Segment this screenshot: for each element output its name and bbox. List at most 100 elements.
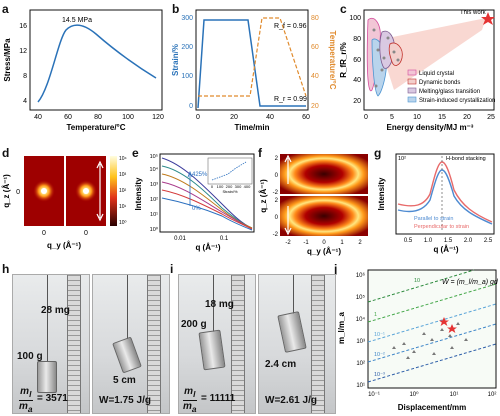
panel-j-line-3 (367, 303, 497, 343)
panel-c-xlabel: Energy density/MJ m⁻³ (387, 123, 474, 132)
svg-text:10⁵: 10⁵ (150, 153, 158, 160)
svg-text:10¹: 10¹ (119, 204, 127, 210)
panel-d-colorbar (110, 156, 117, 226)
panel-i-photo-right: 2.4 cm W=2.61 J/g (258, 274, 336, 414)
svg-text:2: 2 (358, 240, 362, 246)
svg-text:2.5: 2.5 (484, 238, 493, 244)
svg-text:10³: 10³ (119, 172, 127, 178)
panel-f-pattern-1 (280, 154, 368, 194)
svg-text:8: 8 (23, 73, 27, 80)
svg-text:0: 0 (84, 230, 88, 237)
panel-c-arrow-band (378, 18, 486, 90)
panel-g-xlabel: q (Å⁻¹) (433, 245, 458, 254)
panel-j-line-4 (367, 323, 497, 363)
svg-text:1.0: 1.0 (424, 238, 433, 244)
panel-a-frame (29, 9, 163, 111)
panel-j-chart: 10 1 10⁻¹ 10⁻² 10⁻³ W = (m_l/m_a) gd 10⁻… (337, 269, 499, 412)
panel-label-j: j (334, 262, 338, 276)
svg-text:10⁻²: 10⁻² (374, 352, 385, 358)
panel-b-strain-line (197, 19, 306, 109)
svg-text:16: 16 (19, 23, 27, 30)
panel-i-work: W=2.61 J/g (265, 395, 317, 406)
svg-text:100: 100 (349, 15, 361, 22)
panel-f-pattern-2 (280, 196, 368, 236)
panel-b-rf: R_f = 0.96 (274, 23, 307, 30)
panel-c-star (481, 12, 495, 25)
svg-text:0: 0 (275, 173, 279, 179)
svg-text:40: 40 (353, 77, 361, 84)
panel-c-annotation: This work (460, 10, 487, 16)
panel-a-xticks: 40 60 80 100 120 (34, 114, 164, 121)
svg-text:40: 40 (311, 73, 319, 80)
svg-text:20: 20 (463, 114, 471, 121)
panel-label-a: a (2, 2, 9, 16)
svg-text:60: 60 (353, 57, 361, 64)
panel-g-annotation: H-bond stacking (446, 156, 486, 162)
panel-d-ylabel: q_z (Å⁻¹) (2, 174, 11, 208)
panel-a-chart: 14.5 MPa 40 60 80 100 120 4 8 12 16 Temp… (3, 9, 164, 132)
panel-e-chart: 425% 0% 0 100 200 300 400 Strain/% 0.01 … (134, 153, 255, 252)
svg-text:20: 20 (311, 103, 319, 110)
panel-label-c: c (340, 2, 347, 16)
svg-text:60: 60 (64, 114, 72, 121)
svg-text:10²: 10² (119, 188, 127, 194)
panel-g-frame (395, 153, 495, 235)
svg-text:10²: 10² (356, 361, 365, 367)
svg-text:0: 0 (364, 114, 368, 121)
svg-text:2: 2 (275, 198, 279, 204)
svg-text:0: 0 (16, 189, 20, 196)
panel-d-xlabel: q_y (Å⁻¹) (47, 241, 81, 250)
svg-text:Strain/%: Strain/% (222, 189, 238, 194)
svg-text:0: 0 (42, 230, 46, 237)
svg-text:15: 15 (438, 114, 446, 121)
svg-text:0: 0 (196, 114, 200, 121)
svg-text:0: 0 (189, 103, 193, 110)
svg-text:40: 40 (34, 114, 42, 121)
panel-c-ylabel: R_fR_r/% (339, 42, 348, 78)
panel-label-h: h (2, 262, 10, 276)
panel-c-chart: This work Liquid crystal Dynamic bonds M… (339, 9, 495, 132)
svg-text:Perpendicular to strain: Perpendicular to strain (414, 224, 469, 230)
svg-text:1: 1 (340, 240, 344, 246)
svg-text:80: 80 (311, 15, 319, 22)
svg-text:0: 0 (211, 184, 214, 189)
panel-j-xlabel: Displacement/mm (398, 403, 466, 412)
svg-text:-2: -2 (273, 232, 279, 238)
panel-b-frame (195, 9, 309, 111)
panel-b-rr: R_r = 0.99 (274, 96, 307, 103)
panel-b-chart: R_f = 0.96 R_r = 0.99 0 20 40 60 0 100 2… (171, 9, 337, 132)
panel-label-e: e (132, 146, 139, 160)
panel-h-displacement: 5 cm (113, 375, 136, 386)
panel-h-mass-bottom: 100 g (17, 351, 43, 362)
svg-text:10³: 10³ (356, 339, 365, 345)
svg-text:400: 400 (244, 184, 251, 189)
svg-text:0%: 0% (192, 206, 201, 212)
svg-text:10⁴: 10⁴ (119, 156, 127, 162)
panel-e-xlabel: q (Å⁻¹) (195, 243, 220, 252)
panel-e-frame (159, 153, 255, 233)
panel-j-ylabel: m_l/m_a (337, 311, 346, 344)
svg-text:1.5: 1.5 (444, 238, 453, 244)
panel-i-ratio: = 11111 (201, 393, 236, 404)
svg-text:2: 2 (275, 156, 279, 162)
svg-text:20: 20 (353, 98, 361, 105)
svg-text:100: 100 (122, 114, 134, 121)
panel-i-photo-left: 18 mg 200 g ml ma = 11111 (178, 274, 256, 414)
svg-text:10⁻³: 10⁻³ (374, 372, 385, 378)
svg-text:0.1: 0.1 (220, 236, 229, 242)
panel-h-work: W=1.75 J/g (99, 395, 151, 406)
panel-j-star-1 (439, 317, 449, 326)
svg-text:25: 25 (487, 114, 495, 121)
panel-label-i: i (170, 262, 174, 276)
panel-a-ylabel: Stress/MPa (3, 38, 12, 82)
svg-text:2.0: 2.0 (464, 238, 473, 244)
panel-i-displacement: 2.4 cm (265, 359, 297, 370)
svg-text:10¹: 10¹ (450, 392, 459, 398)
panel-label-b: b (172, 2, 180, 16)
svg-text:0: 0 (275, 215, 279, 221)
svg-text:60: 60 (302, 114, 310, 121)
svg-text:10⁰: 10⁰ (150, 226, 159, 233)
svg-text:100: 100 (217, 184, 224, 189)
svg-text:0.01: 0.01 (174, 236, 186, 242)
panel-a-yticks: 4 8 12 16 (19, 23, 27, 105)
